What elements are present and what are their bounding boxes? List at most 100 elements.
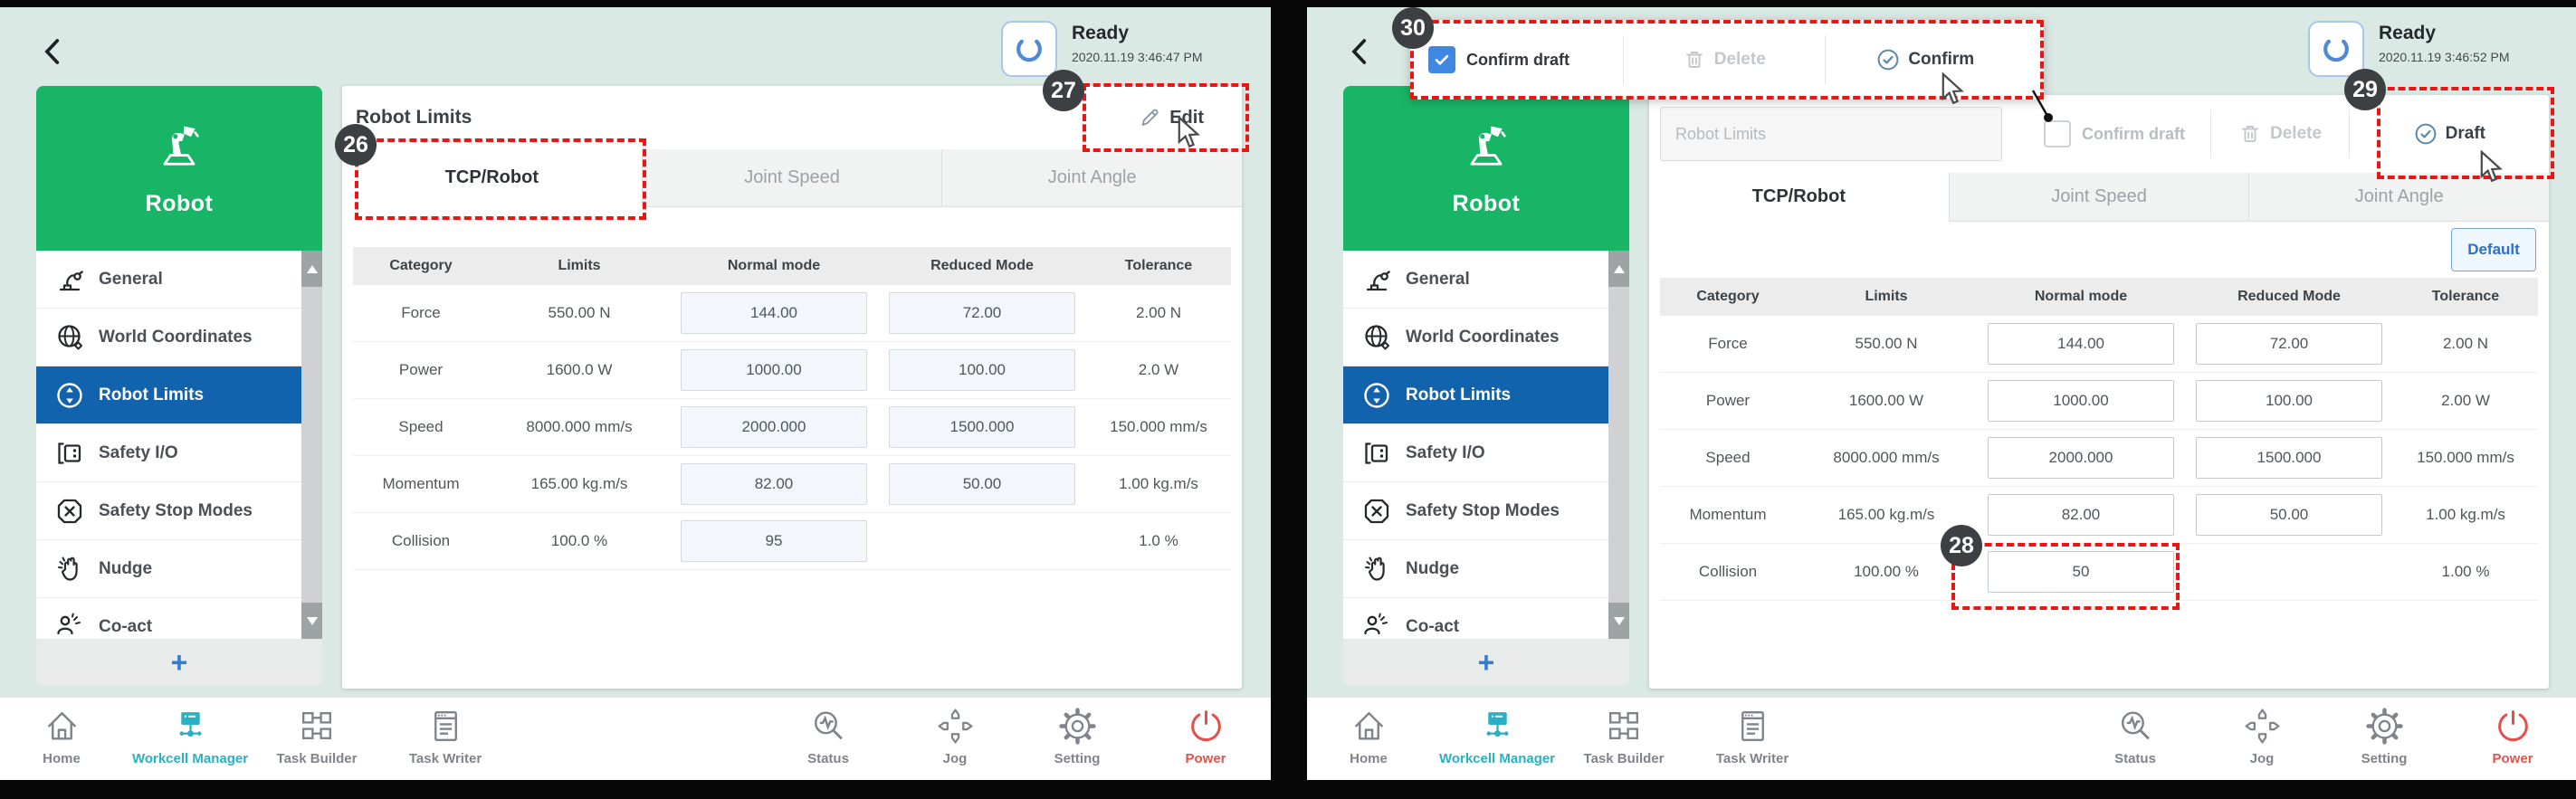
col-header-normal-mode: Normal mode <box>727 258 821 273</box>
nav-power[interactable]: Power <box>2445 706 2576 766</box>
home-icon <box>42 706 82 747</box>
default-button[interactable]: Default <box>2451 228 2536 271</box>
sidebar-scrollbar[interactable] <box>1608 251 1629 639</box>
tab-joint-speed[interactable]: Joint Speed <box>641 149 942 207</box>
normal-mode-input[interactable]: 82.00 <box>1988 494 2174 536</box>
sidebar-item-safety-stop-modes[interactable]: Safety Stop Modes <box>1343 482 1629 540</box>
confirm-draft-toggle[interactable]: Confirm draft <box>1428 46 1623 73</box>
sidebar-item-world-coordinates[interactable]: World Coordinates <box>36 309 322 366</box>
col-header-category: Category <box>1696 289 1760 304</box>
nav-jog[interactable]: Jog <box>887 706 1023 766</box>
nav-task-writer[interactable]: Task Writer <box>1684 706 1820 766</box>
nav-setting[interactable]: Setting <box>2316 706 2452 766</box>
nav-setting[interactable]: Setting <box>1009 706 1145 766</box>
sidebar-item-general[interactable]: General <box>36 251 322 309</box>
row-limit: 165.00 kg.m/s <box>1837 506 1935 523</box>
task-builder-icon <box>1604 706 1645 747</box>
sidebar-scrollbar[interactable] <box>301 251 322 639</box>
tab-joint-angle[interactable]: Joint Angle <box>2248 173 2550 222</box>
limits-name-input[interactable] <box>1660 107 2002 161</box>
tab-joint-angle[interactable]: Joint Angle <box>941 149 1243 207</box>
sidebar-item-robot-limits[interactable]: Robot Limits <box>36 366 322 424</box>
sidebar-item-safety-io[interactable]: Safety I/O <box>1343 424 1629 482</box>
scroll-down-button[interactable] <box>301 603 322 639</box>
table-body: Force 550.00 N 144.00 72.00 2.00 N Power… <box>353 285 1231 570</box>
reduced-mode-input[interactable]: 50.00 <box>2196 494 2382 536</box>
sidebar-item-general[interactable]: General <box>1343 251 1629 309</box>
delete-button[interactable]: Delete <box>1683 48 1766 71</box>
sidebar-item-label: General <box>1406 269 1470 289</box>
nav-task-builder[interactable]: Task Builder <box>1556 706 1692 766</box>
sidebar-item-co-act[interactable]: Co-act <box>36 598 322 639</box>
servo-status-icon[interactable] <box>2308 21 2364 77</box>
reduced-mode-input[interactable]: 72.00 <box>2196 323 2382 365</box>
back-button[interactable] <box>1340 29 1381 74</box>
draft-button[interactable]: Draft <box>2414 122 2485 146</box>
row-category: Speed <box>398 418 444 435</box>
tab-joint-speed[interactable]: Joint Speed <box>1948 173 2249 222</box>
sidebar-item-world-coordinates[interactable]: World Coordinates <box>1343 309 1629 366</box>
add-workcell-item-button[interactable]: + <box>1343 639 1629 686</box>
servo-status-icon[interactable] <box>1001 21 1057 77</box>
nav-power[interactable]: Power <box>1138 706 1271 766</box>
delete-button[interactable]: Delete <box>2238 122 2322 146</box>
row-category: Force <box>1708 335 1748 352</box>
scroll-up-button[interactable] <box>301 251 322 287</box>
nav-task-builder[interactable]: Task Builder <box>249 706 385 766</box>
nav-task-writer[interactable]: Task Writer <box>377 706 513 766</box>
col-header-tolerance: Tolerance <box>2431 289 2500 304</box>
normal-mode-input[interactable]: 50 <box>1988 551 2174 593</box>
nav-jog[interactable]: Jog <box>2194 706 2330 766</box>
nav-status[interactable]: Status <box>2067 706 2203 766</box>
confirm-draft-checkbox[interactable] <box>2044 120 2071 147</box>
edit-toolbar: Confirm draft Delete Draft <box>1649 95 2549 173</box>
table-row: Speed 8000.000 mm/s 2000.000 1500.000 15… <box>1660 430 2538 487</box>
table-row: Momentum 165.00 kg.m/s 82.00 50.00 1.00 … <box>353 456 1231 513</box>
safety-stop-modes-icon <box>1361 496 1392 527</box>
checkbox-checked-icon[interactable] <box>1428 46 1455 73</box>
nav-home[interactable]: Home <box>0 706 129 766</box>
back-chevron-icon <box>1351 39 1367 64</box>
table-header-row: Category Limits Normal mode Reduced Mode… <box>353 247 1231 285</box>
sidebar-item-co-act[interactable]: Co-act <box>1343 598 1629 639</box>
triangle-up-icon <box>1613 264 1625 273</box>
mouse-cursor-icon <box>1941 71 1964 105</box>
col-header-normal-mode: Normal mode <box>2034 289 2128 304</box>
robot-limits-icon <box>1361 380 1392 411</box>
confirm-draft-label: Confirm draft <box>2082 124 2185 143</box>
safety-io-icon <box>1361 438 1392 469</box>
sidebar-item-nudge[interactable]: Nudge <box>36 540 322 598</box>
reduced-mode-input[interactable]: 100.00 <box>2196 380 2382 422</box>
confirm-button[interactable]: Confirm <box>1876 48 1974 71</box>
nav-status[interactable]: Status <box>760 706 896 766</box>
edit-button[interactable]: Edit <box>1139 107 1204 128</box>
sidebar-item-nudge[interactable]: Nudge <box>1343 540 1629 598</box>
general-icon <box>1361 264 1392 295</box>
sidebar-item-label: Nudge <box>1406 558 1460 578</box>
sidebar-item-safety-io[interactable]: Safety I/O <box>36 424 322 482</box>
nav-workcell-manager[interactable]: Workcell Manager <box>122 706 258 766</box>
add-workcell-item-button[interactable]: + <box>36 639 322 686</box>
sidebar-item-robot-limits[interactable]: Robot Limits <box>1343 366 1629 424</box>
normal-mode-input[interactable]: 2000.000 <box>1988 437 2174 479</box>
nav-workcell-manager[interactable]: Workcell Manager <box>1429 706 1565 766</box>
sidebar-header: Robot <box>36 86 322 251</box>
sidebar-item-safety-stop-modes[interactable]: Safety Stop Modes <box>36 482 322 540</box>
scroll-up-button[interactable] <box>1608 251 1629 287</box>
sidebar-item-label: World Coordinates <box>1406 327 1560 347</box>
normal-mode-input[interactable]: 1000.00 <box>1988 380 2174 422</box>
reduced-mode-input[interactable]: 1500.000 <box>2196 437 2382 479</box>
row-limit: 550.00 N <box>1855 335 1918 352</box>
tab-tcp-robot[interactable]: TCP/Robot <box>342 149 642 207</box>
status-timestamp: 2020.11.19 3:46:52 PM <box>2379 50 2510 64</box>
table-row: Collision 100.0 % 95 1.0 % <box>353 513 1231 570</box>
back-button[interactable] <box>33 29 74 74</box>
bottom-nav: Home Workcell Manager Task Builder Task … <box>1307 697 2576 780</box>
row-limit: 8000.000 mm/s <box>1833 449 1940 466</box>
row-tolerance: 1.00 kg.m/s <box>1119 475 1198 492</box>
nav-home[interactable]: Home <box>1307 706 1436 766</box>
sidebar-item-label: General <box>99 269 163 289</box>
normal-mode-input[interactable]: 144.00 <box>1988 323 2174 365</box>
scroll-down-button[interactable] <box>1608 603 1629 639</box>
tab-tcp-robot[interactable]: TCP/Robot <box>1649 173 1949 222</box>
